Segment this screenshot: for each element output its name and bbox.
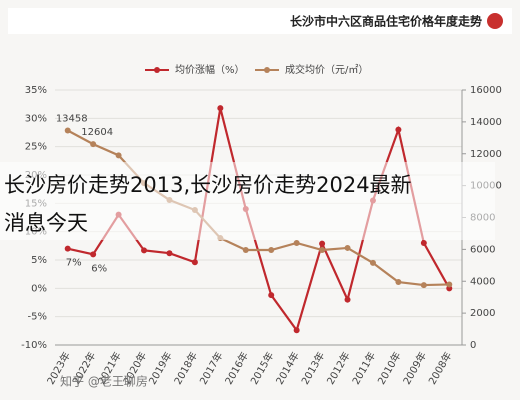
data-point xyxy=(344,244,351,251)
y2-tick-label: 0 xyxy=(470,340,476,351)
title-bar xyxy=(8,8,512,34)
y-tick-label: -10% xyxy=(21,340,47,351)
y2-tick-label: 4000 xyxy=(470,276,495,287)
y2-tick-label: 14000 xyxy=(470,117,502,128)
data-point xyxy=(344,296,351,303)
chart-title: 长沙市中六区商品住宅价格年度走势 xyxy=(290,14,482,29)
data-point xyxy=(395,126,402,133)
y2-tick-label: 6000 xyxy=(470,244,495,255)
data-point xyxy=(446,281,453,288)
y2-tick-label: 12000 xyxy=(470,149,502,160)
y-tick-label: 5% xyxy=(31,255,47,266)
data-point xyxy=(319,240,326,247)
data-point xyxy=(115,152,122,159)
data-point xyxy=(268,247,275,254)
data-point xyxy=(420,282,427,289)
data-point xyxy=(369,259,376,266)
overlay-text: 消息今天 xyxy=(4,211,88,235)
data-label: 13458 xyxy=(56,114,88,125)
data-point xyxy=(141,247,148,254)
data-label: 7% xyxy=(66,258,82,269)
data-point xyxy=(217,105,224,112)
watermark: 知乎 @老王聊房 xyxy=(60,374,148,389)
y-tick-label: 0% xyxy=(31,283,47,294)
data-point xyxy=(90,251,97,258)
y2-tick-label: 2000 xyxy=(470,308,495,319)
y-tick-label: 25% xyxy=(25,142,47,153)
y-tick-label: 30% xyxy=(25,113,47,124)
data-point xyxy=(319,247,326,254)
data-point xyxy=(191,259,198,266)
data-point xyxy=(166,250,173,257)
legend-swatch xyxy=(154,67,160,73)
data-label: 6% xyxy=(91,263,107,274)
data-point xyxy=(293,327,300,334)
data-point xyxy=(242,247,249,254)
legend-label: 成交均价（元/㎡） xyxy=(285,63,368,76)
title-icon xyxy=(487,13,503,29)
overlay-bg xyxy=(0,162,495,240)
data-point xyxy=(90,141,97,148)
data-label: 12604 xyxy=(81,127,113,138)
y2-tick-label: 16000 xyxy=(470,85,502,96)
overlay-text: 长沙房价走势2013,长沙房价走势2024最新 xyxy=(4,173,412,197)
legend-label: 均价涨幅（%） xyxy=(175,63,245,76)
legend-swatch xyxy=(264,67,270,73)
data-point xyxy=(293,240,300,246)
data-point xyxy=(268,292,275,299)
data-point xyxy=(395,279,402,286)
y-tick-label: -5% xyxy=(28,312,47,323)
data-point xyxy=(64,127,71,134)
data-point xyxy=(64,245,71,252)
y-tick-label: 35% xyxy=(25,85,47,96)
data-point xyxy=(420,240,427,246)
